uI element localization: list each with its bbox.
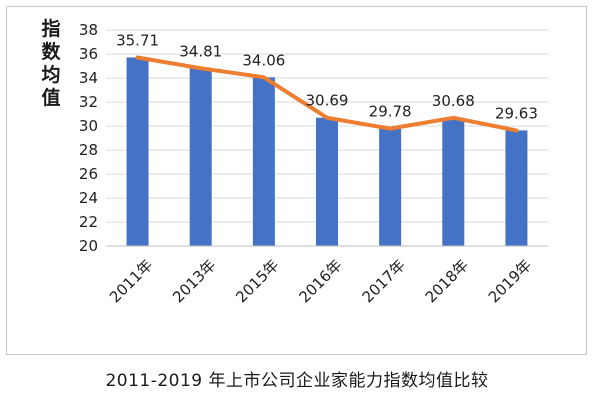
chart-caption: 2011-2019 年上市公司企业家能力指数均值比较 — [105, 371, 489, 391]
x-tick-label: 2013年 — [169, 256, 219, 306]
y-tick-label: 26 — [79, 165, 98, 183]
y-tick-label: 36 — [79, 45, 98, 63]
bar — [126, 57, 149, 247]
data-label: 29.63 — [495, 104, 538, 122]
bar — [189, 68, 212, 246]
bar — [379, 128, 402, 246]
data-label: 35.71 — [116, 31, 159, 49]
data-label: 29.78 — [369, 103, 412, 121]
y-tick-label: 22 — [79, 213, 98, 231]
x-tick-label: 2016年 — [295, 256, 345, 306]
trend-line — [135, 55, 519, 133]
x-tick-label: 2017年 — [359, 256, 409, 306]
y-axis-label: 指数均值 — [41, 18, 61, 109]
bar — [252, 77, 275, 246]
bar — [505, 130, 528, 246]
x-tick-label: 2015年 — [232, 256, 282, 306]
data-label: 34.81 — [179, 42, 222, 60]
y-tick-label: 24 — [79, 189, 98, 207]
y-tick-label: 28 — [79, 141, 98, 159]
data-label: 30.69 — [306, 92, 349, 110]
x-tick-label: 2011年 — [106, 256, 156, 306]
x-tick-label: 2018年 — [422, 256, 472, 306]
bar — [316, 117, 338, 246]
y-tick-label: 34 — [79, 69, 98, 87]
y-tick-label: 30 — [79, 117, 98, 135]
data-label: 34.06 — [242, 51, 285, 69]
chart-plot: 20 22 24 26 28 30 32 34 36 38 35.71 34.81 34.06 30.69… — [79, 21, 548, 306]
bar — [442, 117, 465, 246]
data-label: 30.68 — [432, 92, 475, 110]
x-tick-label: 2019年 — [485, 256, 535, 306]
y-tick-label: 32 — [79, 93, 98, 111]
chart-frame — [6, 6, 587, 355]
y-tick-label: 20 — [79, 237, 98, 255]
y-tick-label: 38 — [79, 21, 98, 39]
